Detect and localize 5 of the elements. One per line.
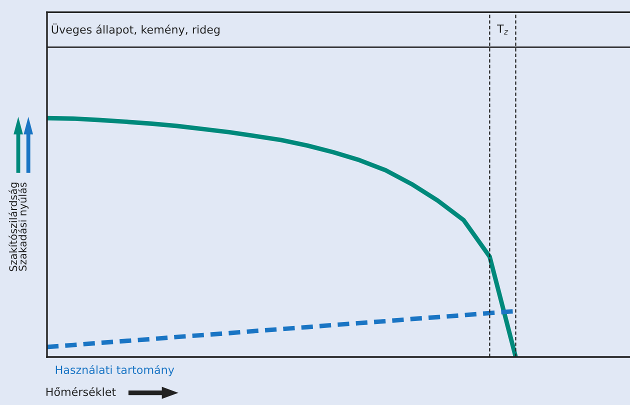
text: Használati tartomány <box>56 364 174 376</box>
text: T$_{z}$ <box>497 24 508 35</box>
ref-line-label: Üveges állapot, kemény, rideg <box>52 23 220 36</box>
x-axis-title: Hőmérséklet <box>46 387 116 396</box>
y-axis-title: Szakítószilárdság Szakadási nyúlás <box>8 182 29 272</box>
